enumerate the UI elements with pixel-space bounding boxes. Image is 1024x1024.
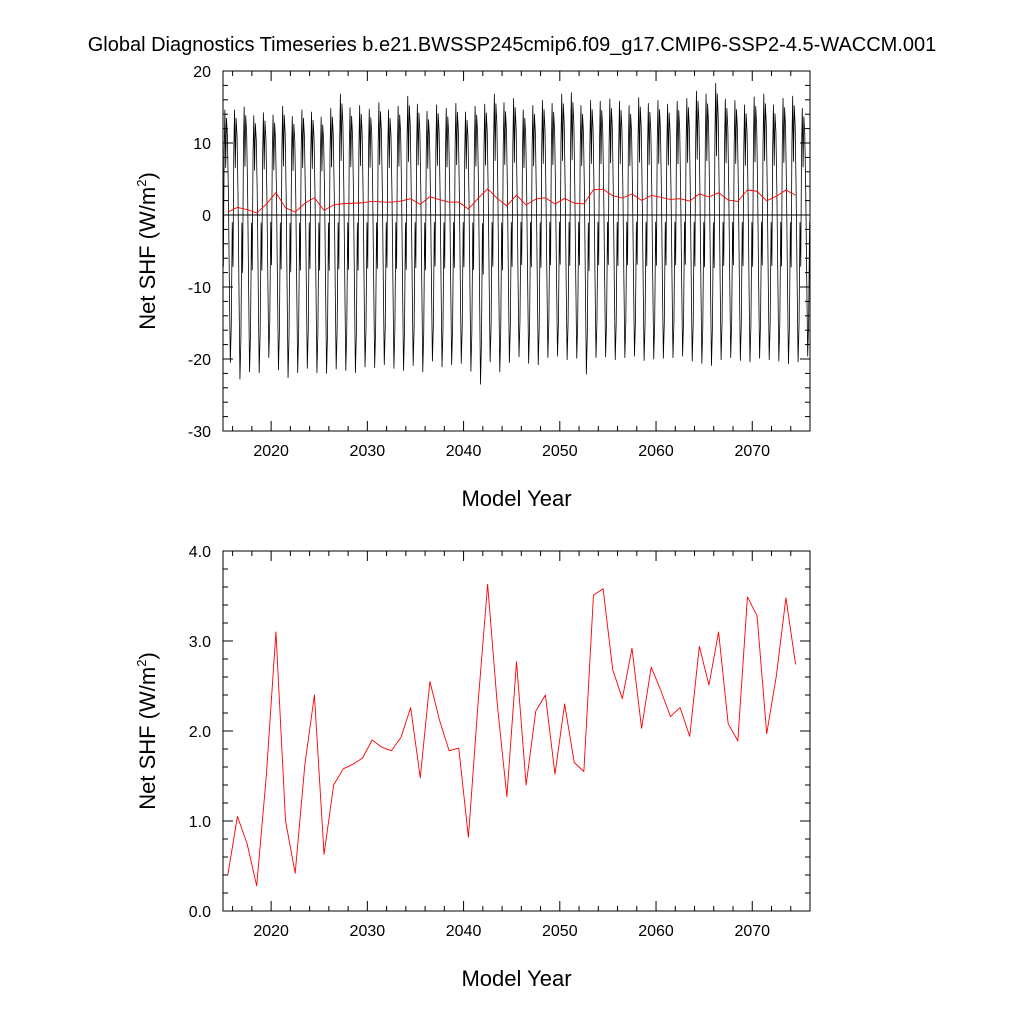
y-tick-label: 20	[193, 64, 211, 81]
y-axis-label: Net SHF (W/m2)	[134, 652, 160, 810]
monthly-series-line	[223, 82, 810, 385]
y-tick-label: 0.0	[189, 904, 211, 921]
y-tick-label: 1.0	[189, 814, 211, 831]
y-tick-label: 4.0	[189, 544, 211, 561]
y-axis-label: Net SHF (W/m2)	[134, 172, 160, 330]
top-panel: 2020 2030 2040 2050 2060 2070 -30 -20 -10 0 10 20 Mo…	[134, 64, 811, 511]
annual-series-line	[227, 188, 796, 214]
plot-frame	[222, 550, 811, 912]
y-tick-label: -30	[188, 424, 211, 441]
y-tick-label: 2.0	[189, 724, 211, 741]
chart-title: Global Diagnostics Timeseries b.e21.BWSS…	[87, 34, 937, 56]
x-tick-label: 2020	[253, 443, 289, 460]
x-tick-label: 2050	[542, 923, 578, 940]
annual-series-line	[227, 583, 797, 887]
y-tick-label: 10	[193, 136, 211, 153]
y-tick-label: 3.0	[189, 634, 211, 651]
y-tick-label: -10	[188, 280, 211, 297]
x-axis-label: Model Year	[461, 486, 571, 511]
x-tick-label: 2060	[638, 923, 674, 940]
x-tick-label: 2040	[446, 923, 482, 940]
x-tick-label: 2030	[350, 443, 386, 460]
x-tick-label: 2070	[734, 923, 770, 940]
x-axis-label: Model Year	[461, 966, 571, 991]
x-tick-label: 2020	[253, 923, 289, 940]
x-tick-label: 2030	[350, 923, 386, 940]
y-tick-label: -20	[188, 352, 211, 369]
bottom-panel: 2020 2030 2040 2050 2060 2070 0.0 1.0 2.0 3.0 4.0 M…	[134, 544, 811, 991]
plot-frame	[222, 70, 811, 432]
x-tick-label: 2070	[734, 443, 770, 460]
x-tick-label: 2050	[542, 443, 578, 460]
x-tick-label: 2040	[446, 443, 482, 460]
x-tick-label: 2060	[638, 443, 674, 460]
y-tick-label: 0	[202, 208, 211, 225]
